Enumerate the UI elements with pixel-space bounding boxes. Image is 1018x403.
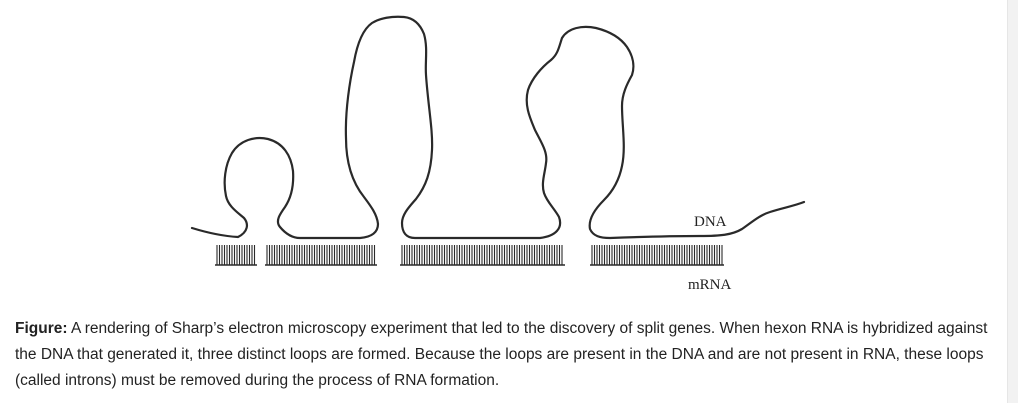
mrna-segment-4 [591,245,723,265]
figure-caption: Figure: A rendering of Sharp’s electron … [15,316,990,394]
mrna-segment-2 [266,245,376,265]
mrna-strand [215,245,724,266]
dna-strand [190,15,806,240]
split-gene-diagram: DNA mRNA [190,15,806,293]
mrna-segment-3 [401,245,563,265]
dna-label: DNA [694,214,727,230]
scrollbar-track[interactable] [1007,0,1018,403]
caption-lead: Figure: [15,320,68,337]
diagram-svg: DNA mRNA [190,15,806,293]
caption-text: A rendering of Sharp’s electron microsco… [15,320,988,389]
mrna-label: mRNA [688,277,732,293]
mrna-segment-1 [216,245,256,265]
